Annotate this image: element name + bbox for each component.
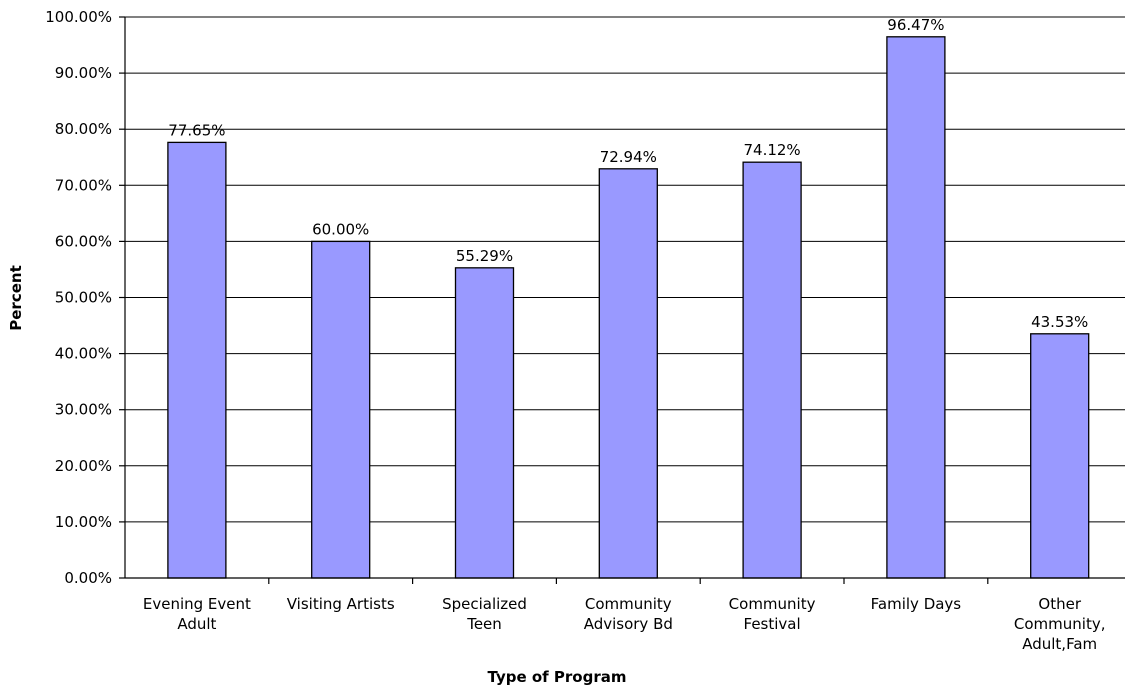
x-tick-label: Specialized: [442, 595, 527, 613]
bar: [454, 267, 515, 579]
data-label: 55.29%: [456, 247, 513, 265]
x-tick-label: Family Days: [871, 595, 962, 613]
y-tick-label: 40.00%: [55, 345, 112, 363]
x-tick-label: Community: [585, 595, 672, 613]
y-tick-labels: 0.00% 10.00% 20.00% 30.00% 40.00% 50.00% 60.00…: [45, 8, 112, 587]
x-tick-label: Advisory Bd: [584, 615, 673, 633]
bar: [886, 36, 946, 579]
y-tick-label: 50.00%: [55, 289, 112, 307]
y-tick-label: 60.00%: [55, 232, 112, 250]
bar: [311, 240, 371, 579]
x-tick-label: Visiting Artists: [287, 595, 395, 613]
y-tick-label: 20.00%: [55, 457, 112, 475]
x-tick-label: Festival: [744, 615, 801, 633]
bar: [1030, 333, 1090, 579]
x-tick-label: Adult: [177, 615, 216, 633]
y-tick-label: 0.00%: [64, 569, 112, 587]
x-tick-labels: Evening Event Adult Visiting Artists Specia…: [143, 595, 1106, 653]
y-tick-label: 10.00%: [55, 513, 112, 531]
y-tick-label: 90.00%: [55, 64, 112, 82]
axes: [119, 16, 1125, 584]
x-tick-label: Teen: [466, 615, 502, 633]
bar: [742, 161, 802, 579]
data-label: 72.94%: [600, 148, 657, 166]
data-labels: 77.65% 60.00% 55.29% 72.94% 74.12% 96.47% 43.5…: [168, 16, 1088, 331]
x-tick-label: Evening Event: [143, 595, 251, 613]
bar: [598, 168, 658, 579]
data-label: 74.12%: [743, 141, 800, 159]
x-tick-label: Community: [729, 595, 816, 613]
y-tick-label: 30.00%: [55, 401, 112, 419]
x-tick-label: Community,: [1014, 615, 1106, 633]
x-tick-label: Other: [1038, 595, 1081, 613]
data-label: 96.47%: [887, 16, 944, 34]
bar: [167, 141, 227, 579]
bars: [167, 36, 1090, 579]
data-label: 43.53%: [1031, 313, 1088, 331]
y-tick-label: 100.00%: [45, 8, 112, 26]
y-tick-label: 80.00%: [55, 120, 112, 138]
y-axis-title: Percent: [7, 265, 25, 330]
x-tick-label: Adult,Fam: [1022, 635, 1097, 653]
data-label: 77.65%: [168, 121, 225, 139]
y-tick-label: 70.00%: [55, 176, 112, 194]
x-axis-title: Type of Program: [488, 668, 627, 686]
data-label: 60.00%: [312, 220, 369, 238]
